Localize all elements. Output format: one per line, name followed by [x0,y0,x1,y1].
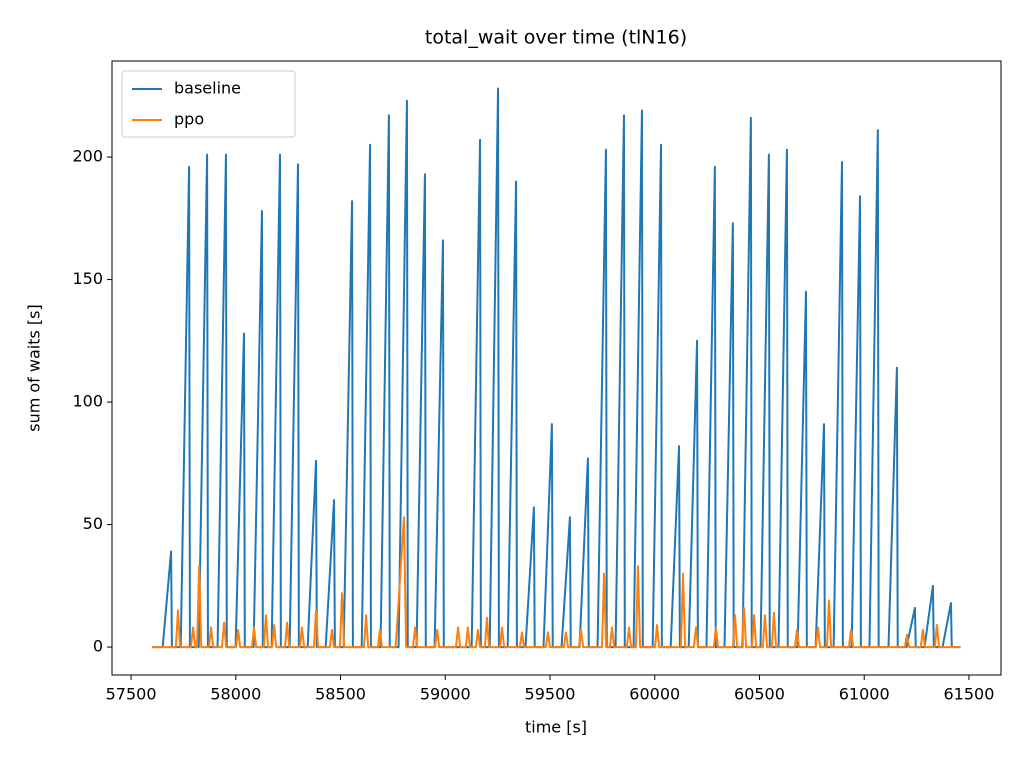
y-axis-label: sum of waits [s] [25,304,44,432]
x-tick-label: 60000 [629,685,680,704]
y-tick-label: 100 [72,392,103,411]
x-tick-label: 61500 [943,685,994,704]
x-axis-label: time [s] [525,718,587,737]
legend-label: ppo [174,110,204,129]
x-tick-label: 58500 [315,685,366,704]
y-tick-label: 50 [83,514,103,533]
y-tick-label: 200 [72,147,103,166]
x-tick-label: 59000 [420,685,471,704]
legend-box [121,70,296,138]
y-tick-label: 0 [93,637,103,656]
x-tick-label: 57500 [106,685,157,704]
x-tick-label: 60500 [734,685,785,704]
series-line [152,516,961,649]
x-tick-label: 59500 [525,685,576,704]
plot-frame [111,60,1002,676]
legend-label: baseline [174,79,241,98]
x-tick-label: 61000 [839,685,890,704]
y-tick-label: 150 [72,269,103,288]
x-tick-label: 58000 [210,685,261,704]
chart-title: total_wait over time (tlN16) [425,27,687,49]
